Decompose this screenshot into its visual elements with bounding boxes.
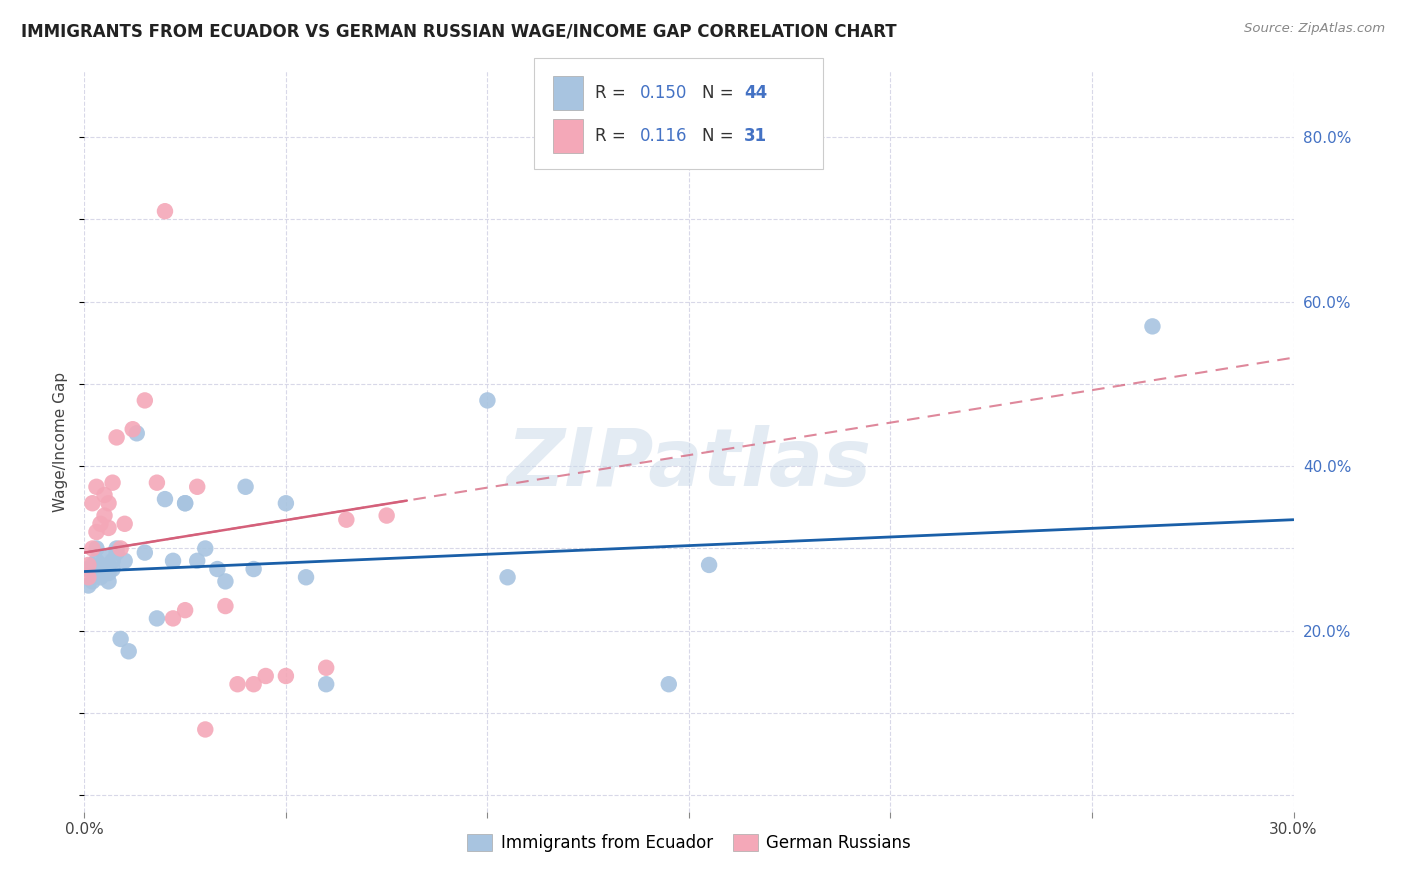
Point	[174, 496, 197, 510]
Point	[153, 204, 176, 219]
Point	[77, 570, 100, 584]
Point	[274, 496, 297, 510]
Point	[93, 488, 115, 502]
Point	[93, 562, 115, 576]
Point	[315, 677, 337, 691]
Point	[194, 541, 217, 556]
Text: 0.150: 0.150	[640, 84, 688, 103]
Point	[235, 480, 257, 494]
Text: R =: R =	[595, 84, 631, 103]
Point	[101, 475, 124, 490]
Point	[242, 677, 264, 691]
Point	[375, 508, 398, 523]
Point	[186, 480, 208, 494]
Point	[658, 677, 681, 691]
Point	[274, 669, 297, 683]
Point	[254, 669, 277, 683]
Point	[97, 521, 120, 535]
Point	[496, 570, 519, 584]
Point	[89, 558, 111, 572]
Point	[174, 603, 197, 617]
Point	[295, 570, 318, 584]
Point	[226, 677, 249, 691]
Point	[89, 562, 111, 576]
Point	[214, 574, 236, 589]
Point	[97, 558, 120, 572]
Point	[86, 541, 108, 556]
Point	[101, 554, 124, 568]
Point	[110, 632, 132, 646]
Point	[86, 480, 108, 494]
Point	[153, 492, 176, 507]
Y-axis label: Wage/Income Gap: Wage/Income Gap	[53, 371, 69, 512]
Point	[82, 496, 104, 510]
Point	[315, 661, 337, 675]
Point	[93, 549, 115, 564]
Point	[214, 599, 236, 613]
Point	[105, 541, 128, 556]
Point	[86, 566, 108, 581]
Legend: Immigrants from Ecuador, German Russians: Immigrants from Ecuador, German Russians	[461, 828, 917, 859]
Text: IMMIGRANTS FROM ECUADOR VS GERMAN RUSSIAN WAGE/INCOME GAP CORRELATION CHART: IMMIGRANTS FROM ECUADOR VS GERMAN RUSSIA…	[21, 22, 897, 40]
Point	[86, 524, 108, 539]
Point	[242, 562, 264, 576]
Text: ZIPatlas: ZIPatlas	[506, 425, 872, 503]
Point	[477, 393, 499, 408]
Point	[105, 546, 128, 560]
Point	[93, 508, 115, 523]
Point	[93, 566, 115, 581]
Point	[186, 554, 208, 568]
Point	[1142, 319, 1164, 334]
Point	[125, 426, 148, 441]
Point	[118, 644, 141, 658]
Point	[97, 566, 120, 581]
Point	[174, 496, 197, 510]
Point	[89, 516, 111, 531]
Point	[146, 475, 169, 490]
Point	[110, 541, 132, 556]
Text: R =: R =	[595, 128, 631, 145]
Point	[97, 574, 120, 589]
Point	[101, 562, 124, 576]
Point	[207, 562, 229, 576]
Point	[335, 513, 357, 527]
Point	[105, 430, 128, 444]
Point	[162, 611, 184, 625]
Text: 31: 31	[744, 128, 766, 145]
Point	[146, 611, 169, 625]
Text: N =: N =	[702, 128, 738, 145]
Point	[89, 570, 111, 584]
Point	[162, 554, 184, 568]
Point	[86, 554, 108, 568]
Point	[82, 558, 104, 572]
Text: N =: N =	[702, 84, 738, 103]
Point	[114, 516, 136, 531]
Point	[134, 393, 156, 408]
Point	[194, 723, 217, 737]
Point	[82, 574, 104, 589]
Point	[697, 558, 720, 572]
Point	[97, 496, 120, 510]
Point	[114, 554, 136, 568]
Point	[82, 541, 104, 556]
Point	[134, 546, 156, 560]
Text: 0.116: 0.116	[640, 128, 688, 145]
Point	[77, 562, 100, 576]
Text: Source: ZipAtlas.com: Source: ZipAtlas.com	[1244, 22, 1385, 36]
Point	[77, 558, 100, 572]
Text: 44: 44	[744, 84, 768, 103]
Point	[77, 578, 100, 592]
Point	[121, 422, 143, 436]
